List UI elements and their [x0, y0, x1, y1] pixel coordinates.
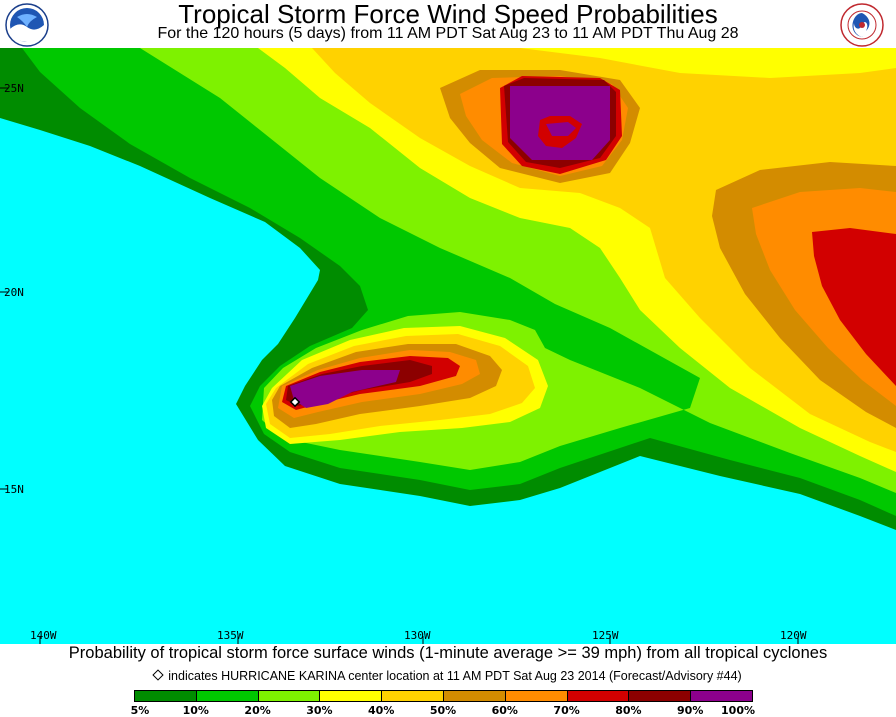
legend-swatch [319, 690, 383, 702]
contour-90-percent [290, 86, 610, 408]
lat-label-25n: 25N [4, 82, 24, 95]
legend-swatch [443, 690, 506, 702]
legend-label: 20% [244, 704, 271, 717]
probability-map: 25N 20N 15N 140W 135W 130W 125W 120W [0, 48, 896, 644]
graticule [0, 87, 799, 644]
legend-label: 10% [182, 704, 209, 717]
legend-swatch [195, 690, 259, 702]
legend-swatch [566, 690, 630, 702]
noaa-logo-icon [5, 3, 49, 47]
legend-label: 100% [721, 704, 755, 717]
storm-center-note: indicates HURRICANE KARINA center locati… [0, 668, 896, 684]
legend-label: 40% [368, 704, 395, 717]
legend-swatch [134, 690, 197, 702]
storm-center-note-text: indicates HURRICANE KARINA center locati… [168, 669, 742, 683]
legend-label: 5% [130, 704, 150, 717]
legend-label: 50% [429, 704, 457, 717]
page-subtitle: For the 120 hours (5 days) from 11 AM PD… [157, 25, 739, 42]
legend-label: 70% [553, 704, 580, 717]
legend-label: 90% [677, 704, 704, 717]
page-title: Tropical Storm Force Wind Speed Probabil… [178, 0, 718, 29]
lat-label-15n: 15N [4, 483, 24, 496]
legend-swatch [504, 690, 568, 702]
legend-swatch [690, 690, 753, 702]
legend-label: 30% [306, 704, 333, 717]
color-legend: 5% 10% 20% 30% 40% 50% 60% 70% 80% 90% 100% [0, 688, 896, 717]
map-caption: Probability of tropical storm force surf… [68, 644, 828, 662]
lon-label-125w: 125W [592, 629, 619, 642]
diamond-legend-icon [152, 669, 164, 681]
legend-swatch [257, 690, 321, 702]
legend-swatch [381, 690, 444, 702]
lon-label-130w: 130W [404, 629, 431, 642]
diamond-icon [289, 396, 301, 408]
lon-label-120w: 120W [780, 629, 807, 642]
lon-label-140w: 140W [30, 629, 57, 642]
legend-label: 60% [491, 704, 518, 717]
lat-label-20n: 20N [4, 286, 24, 299]
lon-label-135w: 135W [217, 629, 244, 642]
national-weather-service-logo-icon [840, 3, 884, 47]
header: Tropical Storm Force Wind Speed Probabil… [0, 0, 896, 48]
contour-inner-core [546, 122, 576, 136]
legend-swatch [628, 690, 692, 702]
legend-label: 80% [615, 704, 642, 717]
